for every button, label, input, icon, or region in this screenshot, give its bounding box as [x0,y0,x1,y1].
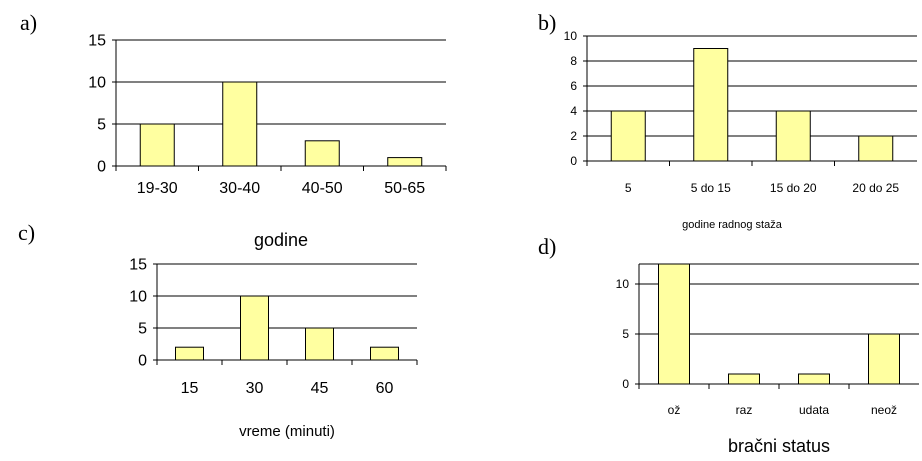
panel-label-d: d) [538,234,556,259]
chart-3-bar-4 [370,346,399,361]
chart-1-category-label: 30-40 [219,180,260,197]
chart-3-x-axis-title: vreme (minuti) [239,423,335,440]
chart-2-y-tick-label: 6 [570,79,577,93]
chart-1-bar-4 [387,157,423,167]
chart-3-y-tick-label: 0 [138,353,147,370]
chart-3-y-tick-label: 15 [129,257,147,274]
chart-4-bar-1 [658,263,690,385]
chart-1-category-label: 40-50 [302,180,343,197]
chart-4-category-label: ož [668,403,681,417]
chart-2-bar-1 [610,110,646,162]
chart-2-x-axis-title: godine radnog staža [682,219,783,231]
chart-2-y-tick-label: 8 [570,54,577,68]
chart-4-y-tick-label: 0 [622,377,629,391]
chart-4-bar-2 [728,373,760,385]
chart-3-bar-3 [305,327,334,361]
chart-1-x-axis-title: godine [254,230,308,250]
chart-4-bar-4 [868,333,900,385]
chart-4-bar-3 [798,373,830,385]
chart-3-category-label: 60 [376,380,394,397]
chart-4-y-tick-label: 10 [616,277,630,291]
chart-2-bar-4 [858,135,894,162]
chart-1-y-tick-label: 15 [88,33,106,50]
chart-2-category-label: 20 do 25 [852,181,899,195]
chart-2-bar-2 [693,48,729,162]
chart-3-y-tick-label: 10 [129,289,147,306]
chart-4-category-label: udata [799,403,829,417]
chart-2-category-label: 15 do 20 [770,181,817,195]
chart-2-y-tick-label: 0 [570,154,577,168]
chart-2-y-tick-label: 2 [570,129,577,143]
panel-label-c: c) [18,220,35,245]
chart-4-category-label: neož [871,403,897,417]
panel-label-b: b) [538,10,556,35]
chart-3-category-label: 15 [181,380,199,397]
chart-1-y-tick-label: 5 [97,117,106,134]
chart-2-bar-3 [775,110,811,162]
chart-4-category-label: raz [736,403,753,417]
chart-2-y-tick-label: 10 [564,29,578,43]
chart-1-category-label: 19-30 [137,180,178,197]
chart-1-bar-3 [304,140,340,167]
chart-4-y-tick-label: 5 [622,327,629,341]
chart-1-y-tick-label: 10 [88,75,106,92]
chart-4-x-axis-title: bračni status [728,436,830,456]
chart-3-category-label: 30 [246,380,264,397]
panel-label-a: a) [20,10,37,35]
chart-3-bar-1 [175,346,204,361]
chart-1-y-tick-label: 0 [97,159,106,176]
chart-1-bar-2 [222,81,258,167]
chart-2-y-tick-label: 4 [570,104,577,118]
chart-1-bar-1 [139,123,175,167]
chart-3-category-label: 45 [311,380,329,397]
chart-2-category-label: 5 [625,181,632,195]
chart-3-bar-2 [240,295,269,361]
chart-3-y-tick-label: 5 [138,321,147,338]
chart-2-category-label: 5 do 15 [691,181,731,195]
chart-1-category-label: 50-65 [384,180,425,197]
